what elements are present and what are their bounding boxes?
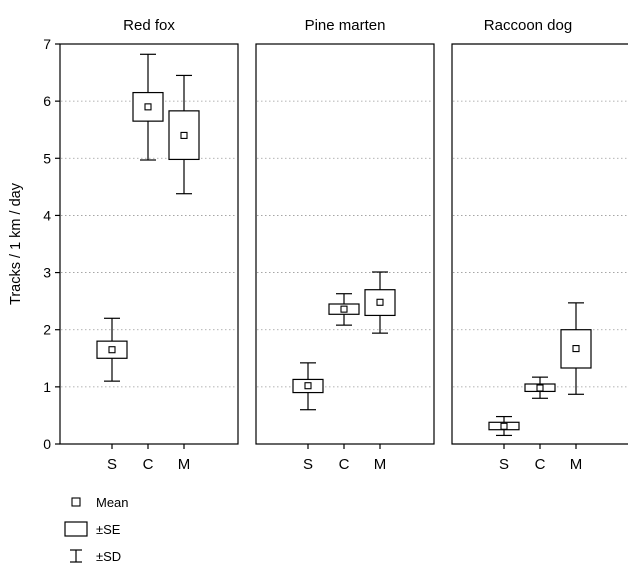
panel-title: Red fox [123, 17, 175, 34]
panel-title: Pine marten [305, 17, 386, 34]
y-tick-label: 5 [43, 150, 51, 166]
x-tick-label: M [178, 456, 191, 473]
mean-marker [376, 298, 384, 306]
legend-mean-symbol [71, 497, 81, 507]
y-tick-label: 3 [43, 265, 51, 281]
x-tick-label: M [374, 456, 387, 473]
mean-marker [340, 305, 348, 313]
y-axis-label: Tracks / 1 km / day [8, 182, 24, 305]
legend-label: ±SD [96, 549, 121, 564]
panel-frame [59, 43, 239, 445]
x-tick-label: S [107, 456, 117, 473]
panel-frame [255, 43, 435, 445]
mean-marker [180, 131, 188, 139]
x-tick-label: S [499, 456, 509, 473]
x-tick-label: M [570, 456, 583, 473]
y-tick-label: 1 [43, 379, 51, 395]
y-tick-label: 6 [43, 93, 51, 109]
mean-marker [304, 382, 312, 390]
y-tick-label: 7 [43, 36, 51, 52]
x-tick-label: C [535, 456, 546, 473]
x-tick-label: C [143, 456, 154, 473]
mean-marker [572, 345, 580, 353]
mean-marker [536, 384, 544, 392]
mean-marker [144, 103, 152, 111]
x-tick-label: S [303, 456, 313, 473]
y-tick-label: 4 [43, 207, 51, 223]
mean-marker [108, 346, 116, 354]
legend-se-symbol [64, 521, 88, 537]
legend-label: ±SE [96, 522, 121, 537]
x-tick-label: C [339, 456, 350, 473]
mean-marker [500, 422, 508, 430]
y-tick-label: 0 [43, 436, 51, 452]
y-tick-label: 2 [43, 322, 51, 338]
panel-title: Raccoon dog [484, 17, 572, 34]
legend-label: Mean [96, 495, 129, 510]
